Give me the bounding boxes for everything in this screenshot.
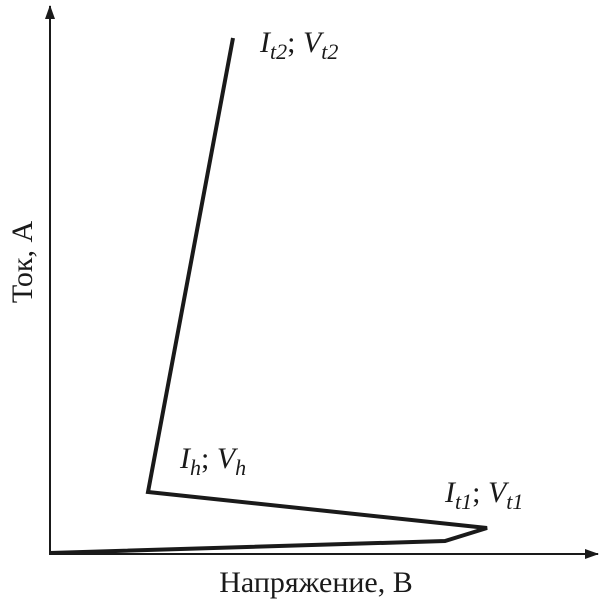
label-part: ; [201, 442, 217, 475]
label-part: ; [472, 476, 488, 509]
iv-curve [49, 37, 488, 555]
label-sub: h [235, 455, 246, 480]
x-axis-label: Напряжение, В [219, 566, 413, 599]
label-sub: t1 [506, 489, 523, 514]
label-part: I [444, 476, 457, 509]
label-sub: t1 [455, 489, 472, 514]
label-part: V [217, 442, 239, 475]
label-sub: h [190, 455, 201, 480]
y-axis-label: Ток, А [6, 221, 39, 304]
label-part: I [179, 442, 192, 475]
label-part: V [488, 476, 510, 509]
label-part: V [303, 26, 325, 59]
label-part: ; [287, 26, 303, 59]
label-sub: t2 [321, 39, 338, 64]
label-part: I [259, 26, 272, 59]
label-sub: t2 [270, 39, 287, 64]
point-label: It1; Vt1 [444, 476, 523, 514]
point-label: Ih; Vh [179, 442, 246, 480]
point-label: It2; Vt2 [259, 26, 338, 64]
